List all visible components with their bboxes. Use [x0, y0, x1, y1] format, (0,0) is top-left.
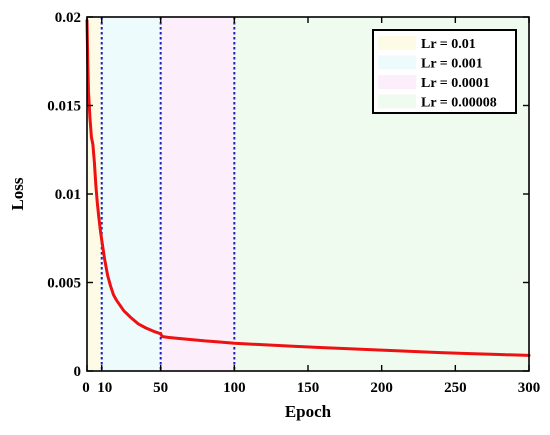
lr-boundaries: [100, 17, 236, 371]
x-tick-label-1: 10: [97, 380, 112, 396]
axis-ticks: [86, 16, 530, 372]
y-tick-label-4: 0.02: [55, 10, 81, 26]
x-tick-labels: 0 10 50 100 150 200 250 300: [82, 380, 540, 396]
lr-region-2: [160, 17, 235, 371]
legend-label-2: Lr = 0.0001: [421, 76, 490, 91]
series-layer: [85, 19, 531, 357]
x-tick-label-4: 150: [297, 380, 320, 396]
x-tick-label-2: 50: [153, 380, 168, 396]
y-axis-title: Loss: [8, 177, 27, 210]
legend-swatch-1: [378, 55, 416, 70]
lr-region-1: [101, 17, 161, 371]
legend-items: Lr = 0.01 Lr = 0.001 Lr = 0.0001 Lr = 0.000…: [378, 36, 497, 111]
y-tick-label-2: 0.01: [55, 187, 81, 203]
legend: Lr = 0.01 Lr = 0.001 Lr = 0.0001 Lr = 0.000…: [372, 29, 517, 114]
x-tick-label-7: 300: [518, 380, 541, 396]
legend-label-0: Lr = 0.01: [421, 37, 476, 52]
y-tick-labels: 0 0.005 0.01 0.015 0.02: [47, 10, 81, 380]
y-tick-label-1: 0.005: [47, 276, 81, 292]
loss-series-line: [85, 19, 531, 357]
y-tick-label-3: 0.015: [47, 99, 81, 115]
legend-swatch-3: [378, 94, 416, 109]
legend-label-1: Lr = 0.001: [421, 57, 483, 72]
y-tick-label-0: 0: [74, 364, 82, 380]
x-tick-label-3: 100: [223, 380, 246, 396]
x-tick-label-0: 0: [82, 380, 90, 396]
legend-label-3: Lr = 0.00008: [421, 96, 497, 111]
legend-swatch-0: [378, 36, 416, 50]
x-tick-label-6: 250: [444, 380, 467, 396]
legend-swatch-2: [378, 75, 416, 89]
x-axis-title: Epoch: [285, 402, 332, 421]
x-tick-label-5: 200: [370, 380, 393, 396]
